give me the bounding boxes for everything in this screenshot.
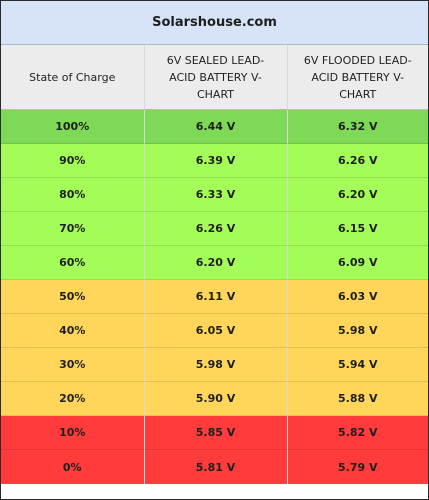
flooded-voltage-cell: 5.79 V [286,449,428,484]
sealed-voltage-cell: 6.05 V [143,313,288,348]
flooded-voltage-cell: 6.32 V [286,109,428,144]
site-title: Solarshouse.com [1,1,428,45]
soc-cell: 10% [1,415,145,450]
sealed-voltage-cell: 6.44 V [143,109,288,144]
sealed-voltage-cell: 5.98 V [143,347,288,382]
header-row: State of Charge 6V SEALED LEAD-ACID BATT… [1,45,428,110]
table-body: 100% 6.44 V 6.32 V 90% 6.39 V 6.26 V 80%… [1,109,428,484]
table-row: 10% 5.85 V 5.82 V [1,415,428,450]
sealed-voltage-cell: 6.11 V [143,279,288,314]
table-row: 50% 6.11 V 6.03 V [1,279,428,314]
table-row: 60% 6.20 V 6.09 V [1,245,428,280]
sealed-voltage-cell: 6.39 V [143,143,288,178]
flooded-voltage-cell: 5.82 V [286,415,428,450]
flooded-voltage-cell: 6.26 V [286,143,428,178]
soc-cell: 90% [1,143,145,178]
table-row: 30% 5.98 V 5.94 V [1,347,428,382]
flooded-voltage-cell: 5.88 V [286,381,428,416]
soc-cell: 20% [1,381,145,416]
soc-cell: 100% [1,109,145,144]
flooded-voltage-cell: 6.03 V [286,279,428,314]
soc-cell: 60% [1,245,145,280]
soc-cell: 50% [1,279,145,314]
sealed-voltage-cell: 5.85 V [143,415,288,450]
soc-cell: 70% [1,211,145,246]
table-row: 40% 6.05 V 5.98 V [1,313,428,348]
header-sealed: 6V SEALED LEAD-ACID BATTERY V-CHART [143,45,288,110]
flooded-voltage-cell: 5.98 V [286,313,428,348]
table-row: 0% 5.81 V 5.79 V [1,449,428,484]
sealed-voltage-cell: 6.33 V [143,177,288,212]
table-row: 100% 6.44 V 6.32 V [1,109,428,144]
flooded-voltage-cell: 6.15 V [286,211,428,246]
soc-cell: 80% [1,177,145,212]
header-state-of-charge: State of Charge [1,45,145,110]
sealed-voltage-cell: 5.90 V [143,381,288,416]
table-row: 80% 6.33 V 6.20 V [1,177,428,212]
soc-cell: 0% [1,449,145,484]
header-flooded: 6V FLOODED LEAD-ACID BATTERY V-CHART [286,45,428,110]
flooded-voltage-cell: 6.20 V [286,177,428,212]
soc-cell: 40% [1,313,145,348]
flooded-voltage-cell: 6.09 V [286,245,428,280]
table-row: 20% 5.90 V 5.88 V [1,381,428,416]
sealed-voltage-cell: 6.20 V [143,245,288,280]
sealed-voltage-cell: 6.26 V [143,211,288,246]
table-row: 70% 6.26 V 6.15 V [1,211,428,246]
sealed-voltage-cell: 5.81 V [143,449,288,484]
table-row: 90% 6.39 V 6.26 V [1,143,428,178]
flooded-voltage-cell: 5.94 V [286,347,428,382]
soc-cell: 30% [1,347,145,382]
voltage-table: State of Charge 6V SEALED LEAD-ACID BATT… [1,45,428,484]
